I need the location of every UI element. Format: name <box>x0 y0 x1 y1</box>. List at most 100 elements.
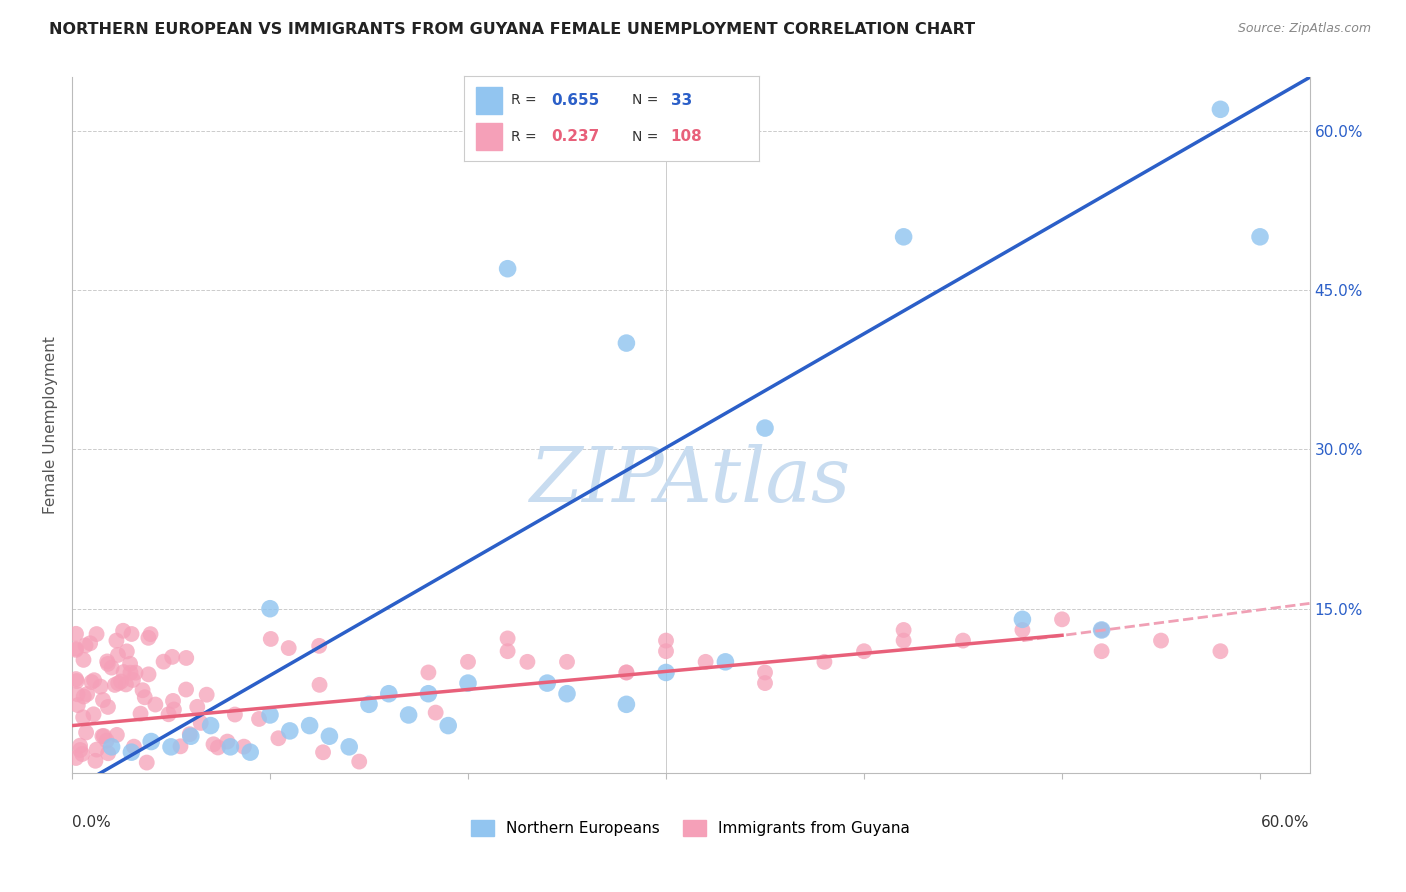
Point <box>174 651 197 665</box>
Point <box>278 723 301 738</box>
Point <box>86 742 108 756</box>
Point <box>1091 623 1114 637</box>
Point <box>1209 103 1232 117</box>
Point <box>91 693 114 707</box>
Point <box>69 739 91 753</box>
Point <box>202 737 225 751</box>
Text: 60.0%: 60.0% <box>1261 815 1309 830</box>
Point <box>1091 623 1114 637</box>
Point <box>277 641 299 656</box>
Point <box>100 739 122 754</box>
Point <box>65 672 87 686</box>
Point <box>312 745 335 759</box>
Point <box>143 698 166 712</box>
Point <box>1011 623 1033 637</box>
Point <box>337 739 360 754</box>
Point <box>496 632 519 646</box>
Point <box>141 734 163 748</box>
Point <box>190 715 212 730</box>
Point <box>65 627 87 641</box>
Legend: Northern Europeans, Immigrants from Guyana: Northern Europeans, Immigrants from Guya… <box>465 814 917 842</box>
Point <box>84 754 107 768</box>
Text: 0.0%: 0.0% <box>72 815 111 830</box>
Point <box>893 623 915 637</box>
Point <box>79 636 101 650</box>
Point <box>97 657 120 671</box>
Point <box>72 710 94 724</box>
Point <box>169 739 191 754</box>
Point <box>107 676 129 690</box>
Point <box>96 733 118 747</box>
Point <box>496 261 519 276</box>
Point <box>616 698 638 712</box>
Point <box>152 655 174 669</box>
Point <box>97 700 120 714</box>
Point <box>1150 633 1173 648</box>
Point <box>616 336 638 351</box>
Point <box>73 690 96 704</box>
Point <box>157 707 180 722</box>
Point <box>655 633 678 648</box>
Point <box>112 665 135 679</box>
Point <box>162 694 184 708</box>
Point <box>120 657 142 671</box>
Point <box>195 688 218 702</box>
Point <box>72 653 94 667</box>
Text: N =: N = <box>633 130 664 144</box>
Point <box>75 639 97 653</box>
Point <box>207 740 229 755</box>
Point <box>813 655 835 669</box>
Point <box>139 627 162 641</box>
Point <box>714 655 737 669</box>
Point <box>80 675 103 690</box>
Point <box>418 665 440 680</box>
Point <box>163 702 186 716</box>
Point <box>115 644 138 658</box>
Point <box>418 687 440 701</box>
Point <box>239 745 262 759</box>
Point <box>616 665 638 680</box>
Point <box>179 727 201 741</box>
Point <box>267 731 290 746</box>
Point <box>1050 612 1073 626</box>
Point <box>186 699 208 714</box>
Point <box>655 665 678 680</box>
Point <box>138 631 160 645</box>
Point <box>1209 644 1232 658</box>
Point <box>93 729 115 743</box>
Point <box>457 676 479 690</box>
Point <box>135 756 157 770</box>
Point <box>259 708 281 723</box>
Point <box>853 644 876 658</box>
Point <box>457 655 479 669</box>
Point <box>1011 612 1033 626</box>
Point <box>129 706 152 721</box>
Point <box>308 639 330 653</box>
Point <box>124 665 146 680</box>
Point <box>66 674 89 689</box>
Point <box>66 687 89 701</box>
Point <box>425 706 447 720</box>
Point <box>398 708 420 723</box>
Point <box>1091 644 1114 658</box>
Point <box>115 677 138 691</box>
Point <box>138 667 160 681</box>
Point <box>695 655 717 669</box>
Point <box>259 601 281 615</box>
Point <box>122 739 145 754</box>
Point <box>122 673 145 687</box>
Point <box>96 655 118 669</box>
Point <box>120 665 142 680</box>
Point <box>616 665 638 680</box>
Point <box>76 687 98 701</box>
Y-axis label: Female Unemployment: Female Unemployment <box>44 336 58 515</box>
Point <box>174 682 197 697</box>
Point <box>555 655 578 669</box>
Point <box>160 739 183 754</box>
Point <box>134 690 156 705</box>
Text: 0.655: 0.655 <box>551 93 599 108</box>
Point <box>754 421 776 435</box>
Point <box>232 739 254 754</box>
Text: Source: ZipAtlas.com: Source: ZipAtlas.com <box>1237 22 1371 36</box>
Point <box>112 624 135 638</box>
